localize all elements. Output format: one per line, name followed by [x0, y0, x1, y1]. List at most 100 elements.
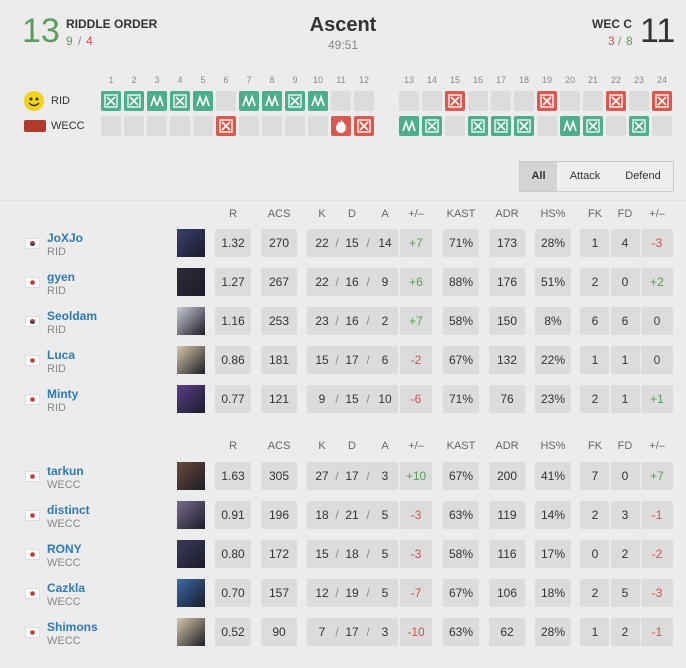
round-box [101, 91, 121, 111]
round-number: 24 [656, 75, 667, 85]
stat-cell [307, 346, 398, 374]
stat-value: 181 [268, 353, 290, 367]
flag [25, 277, 40, 288]
stat-value: 17% [540, 547, 566, 561]
round-number: 12 [358, 75, 369, 85]
column-header: KAST [446, 440, 476, 452]
stat-value: -3 [410, 508, 422, 522]
player-team: RID [47, 363, 66, 375]
round-box [170, 116, 190, 136]
round-number: 23 [633, 75, 644, 85]
round-box [652, 116, 672, 136]
round-number: 19 [541, 75, 552, 85]
agent-icon [177, 385, 205, 413]
column-header: R [229, 440, 237, 452]
stat-value: 0.80 [221, 547, 245, 561]
stat-value: 9 [381, 275, 389, 289]
stat-cell [489, 540, 525, 568]
player-name[interactable]: Luca [47, 348, 76, 362]
stat-value: 305 [268, 469, 290, 483]
separator: / [335, 508, 339, 522]
stat-value: 196 [268, 508, 290, 522]
round-box [354, 116, 374, 136]
stat-value: 0.52 [221, 625, 245, 639]
stat-cell [580, 618, 609, 646]
stat-value: 21 [345, 508, 359, 522]
stat-value: -6 [410, 392, 422, 406]
tab[interactable]: All [520, 162, 557, 191]
stat-value: 2 [381, 314, 389, 328]
stat-cell [489, 618, 525, 646]
stat-value: 17 [345, 469, 359, 483]
flag [25, 471, 40, 482]
team-short: RID [51, 95, 70, 107]
stat-value: 71% [448, 392, 474, 406]
stat-value: 90 [272, 625, 286, 639]
round-box [239, 116, 259, 136]
column-header: FD [617, 208, 633, 220]
player-name[interactable]: Cazkla [47, 581, 86, 595]
stat-value: 0 [653, 314, 661, 328]
stat-cell [611, 346, 640, 374]
round-number: 7 [246, 75, 252, 85]
column-header: ACS [267, 208, 291, 220]
stat-cell [611, 501, 640, 529]
stat-value: 0.70 [221, 586, 245, 600]
column-header: FD [617, 440, 633, 452]
stat-value: 7 [318, 625, 326, 639]
player-name[interactable]: distinct [47, 503, 90, 517]
stat-value: 2 [591, 508, 599, 522]
stat-cell [611, 385, 640, 413]
stat-cell [443, 579, 479, 607]
separator: / [366, 392, 370, 406]
stat-value: 16 [345, 314, 359, 328]
player-name[interactable]: Minty [47, 387, 79, 401]
column-header: ADR [495, 440, 519, 452]
stat-value: 67% [448, 469, 474, 483]
round-box [537, 116, 557, 136]
round-number: 15 [449, 75, 460, 85]
player-name[interactable]: Shimons [47, 620, 98, 634]
flag [25, 316, 40, 327]
stat-cell [215, 501, 251, 529]
stat-value: 0.86 [221, 353, 245, 367]
stat-value: -2 [651, 547, 663, 561]
team2-split-a: 3 [608, 34, 615, 48]
stat-value: 1.32 [221, 236, 245, 250]
player-name[interactable]: tarkun [47, 464, 84, 478]
player-name[interactable]: Seoldam [47, 309, 98, 323]
round-number: 14 [426, 75, 437, 85]
stat-value: -3 [410, 547, 422, 561]
round-box [422, 91, 442, 111]
stat-value: 28% [540, 236, 566, 250]
player-name[interactable]: JoXJo [47, 231, 84, 245]
stat-cell [443, 462, 479, 490]
stat-value: 0.91 [221, 508, 245, 522]
stat-value: 1 [621, 392, 629, 406]
stat-value: 3 [381, 625, 389, 639]
round-number: 16 [472, 75, 483, 85]
stat-cell [535, 501, 571, 529]
player-name[interactable]: gyen [47, 270, 76, 284]
separator: / [335, 314, 339, 328]
player-team: WECC [47, 557, 81, 569]
stat-value: 27 [315, 469, 329, 483]
round-box [399, 91, 419, 111]
column-header: +/– [408, 440, 424, 452]
separator: / [618, 34, 622, 48]
separator: / [335, 547, 339, 561]
stat-value: 5 [381, 508, 389, 522]
stat-cell [535, 346, 571, 374]
round-box [239, 91, 259, 111]
player-name[interactable]: RONY [47, 542, 82, 556]
map-name: Ascent [309, 14, 377, 36]
stat-cell [400, 618, 432, 646]
round-box [262, 116, 282, 136]
tab[interactable]: Defend [625, 170, 661, 182]
tab[interactable]: Attack [569, 170, 601, 182]
column-header: FK [587, 208, 603, 220]
agent-icon [177, 462, 205, 490]
round-box [147, 116, 167, 136]
separator: / [335, 236, 339, 250]
column-header: HS% [540, 440, 566, 452]
